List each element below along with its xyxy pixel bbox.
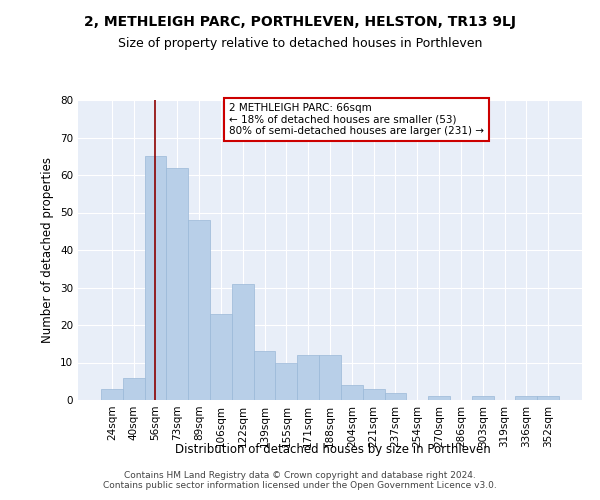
Bar (515, 396, 537, 400)
Bar (188, 220, 210, 400)
Bar (232, 284, 254, 400)
Bar (166, 168, 188, 400)
Bar (428, 396, 450, 400)
Text: Distribution of detached houses by size in Porthleven: Distribution of detached houses by size … (175, 442, 491, 456)
Bar (145, 156, 166, 400)
Bar (472, 396, 494, 400)
Text: Size of property relative to detached houses in Porthleven: Size of property relative to detached ho… (118, 38, 482, 51)
Text: Contains HM Land Registry data © Crown copyright and database right 2024.
Contai: Contains HM Land Registry data © Crown c… (103, 470, 497, 490)
Bar (537, 396, 559, 400)
Y-axis label: Number of detached properties: Number of detached properties (41, 157, 55, 343)
Bar (319, 355, 341, 400)
Text: 2 METHLEIGH PARC: 66sqm
← 18% of detached houses are smaller (53)
80% of semi-de: 2 METHLEIGH PARC: 66sqm ← 18% of detache… (229, 103, 484, 136)
Bar (297, 355, 319, 400)
Bar (101, 389, 123, 400)
Bar (254, 351, 275, 400)
Bar (363, 389, 385, 400)
Bar (123, 378, 145, 400)
Text: 2, METHLEIGH PARC, PORTHLEVEN, HELSTON, TR13 9LJ: 2, METHLEIGH PARC, PORTHLEVEN, HELSTON, … (84, 15, 516, 29)
Bar (341, 385, 363, 400)
Bar (385, 392, 406, 400)
Bar (210, 314, 232, 400)
Bar (275, 362, 297, 400)
